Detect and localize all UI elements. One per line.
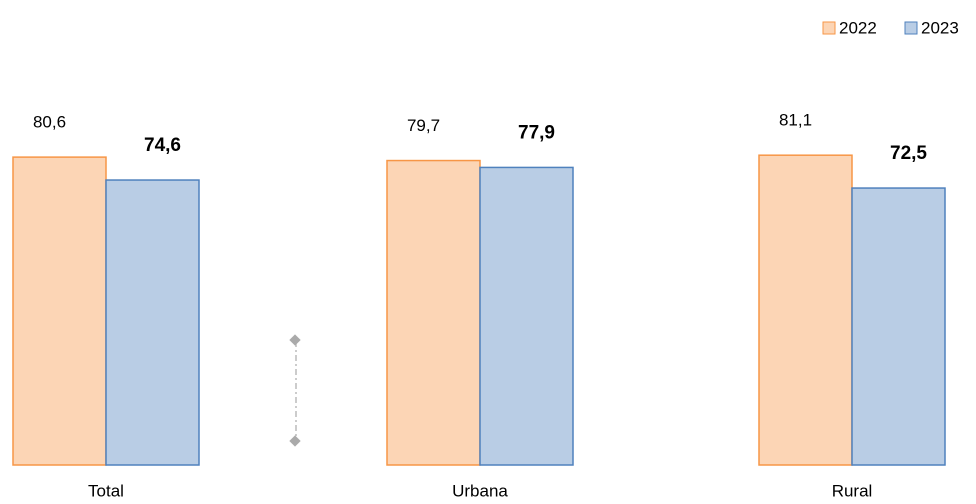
data-label: 72,5 [890,143,927,164]
legend-swatch [822,21,836,35]
bar [851,187,946,466]
bar [12,156,107,466]
data-label: 80,6 [33,113,66,132]
bar [386,159,481,466]
x-tick-label: Urbana [452,481,508,500]
bar [758,154,853,466]
legend-swatch [904,21,918,35]
data-label: 79,7 [407,116,440,135]
separator [289,334,301,447]
legend-label: 2023 [921,18,959,37]
data-label: 81,1 [779,111,812,130]
data-label: 77,9 [518,122,555,143]
legend-label: 2022 [839,18,877,37]
data-label: 74,6 [144,135,181,156]
bar [479,166,574,466]
x-tick-label: Rural [832,481,873,500]
bar [105,179,200,466]
x-tick-label: Total [88,481,124,500]
